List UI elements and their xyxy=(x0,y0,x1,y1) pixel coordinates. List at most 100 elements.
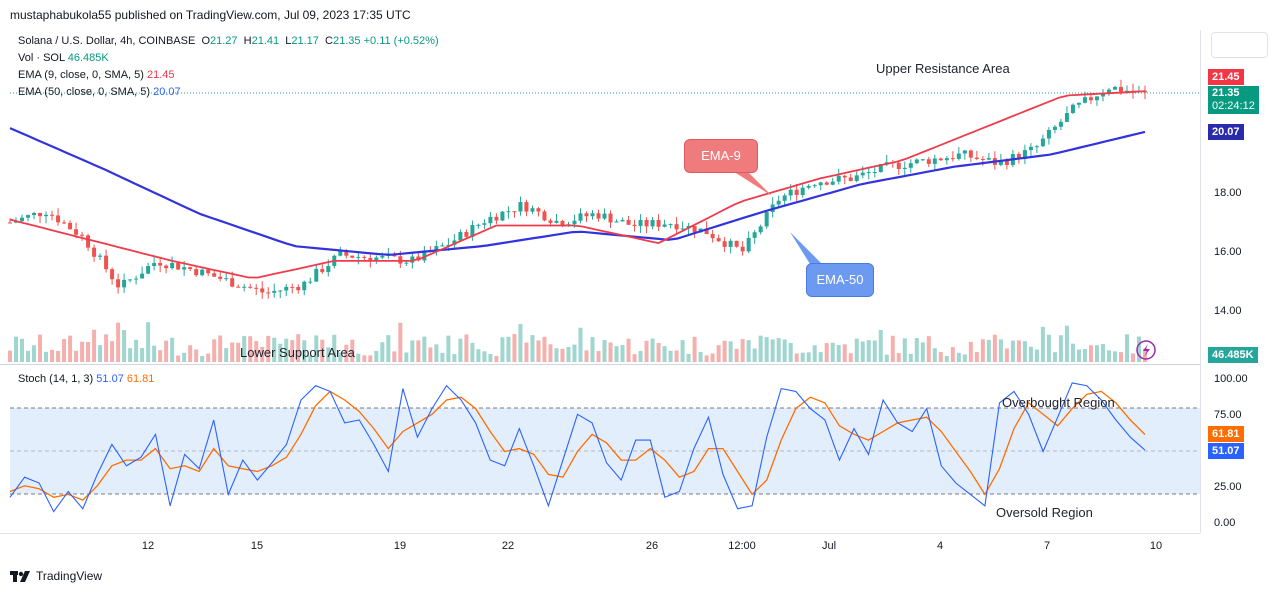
candle-body xyxy=(746,237,751,252)
volume-legend[interactable]: Vol · SOL 46.485K xyxy=(18,51,109,65)
candle-body xyxy=(470,225,475,237)
volume-bar xyxy=(32,345,37,362)
candle-body xyxy=(26,215,31,218)
volume-bar xyxy=(698,351,703,362)
volume-bar xyxy=(926,336,931,362)
volume-bar xyxy=(614,346,619,362)
candle-body xyxy=(530,208,535,212)
candle-body xyxy=(116,279,121,288)
volume-bar xyxy=(566,346,571,362)
candle-body xyxy=(212,273,217,277)
volume-bar xyxy=(512,334,517,362)
candle-body xyxy=(710,234,715,239)
volume-bar xyxy=(686,353,691,362)
candle-body xyxy=(524,202,529,212)
candle-body xyxy=(1064,113,1069,122)
volume-bar xyxy=(854,338,859,362)
candle-body xyxy=(254,287,259,289)
overbought-label: Overbought Region xyxy=(1002,395,1115,410)
x-tick: 4 xyxy=(936,540,944,552)
volume-bar xyxy=(200,355,205,362)
volume-bar xyxy=(356,353,361,362)
ema9-callout[interactable]: EMA-9 xyxy=(684,139,758,173)
volume-bar xyxy=(434,344,439,362)
candle-body xyxy=(206,269,211,274)
volume-bar xyxy=(572,344,577,362)
volume-bar xyxy=(680,340,685,362)
volume-bar xyxy=(296,334,301,362)
volume-bar xyxy=(176,355,181,362)
volume-bar xyxy=(236,342,241,362)
volume-bar xyxy=(494,355,499,362)
volume-bar xyxy=(524,342,529,362)
ema50-callout[interactable]: EMA-50 xyxy=(806,263,874,297)
volume-bar xyxy=(974,351,979,362)
volume-bar xyxy=(38,334,43,362)
volume-bar xyxy=(1064,325,1069,362)
candle-body xyxy=(488,216,493,224)
candle-body xyxy=(98,255,103,257)
stoch-d-line xyxy=(9,390,1146,501)
volume-bar xyxy=(650,338,655,362)
candle-body xyxy=(776,200,781,205)
stoch-k-badge: 51.07 xyxy=(1208,443,1244,459)
candle-body xyxy=(1058,121,1063,127)
symbol-search-box[interactable] xyxy=(1211,32,1268,58)
volume-bar xyxy=(890,335,895,362)
lightning-icon[interactable] xyxy=(1136,340,1156,360)
volume-bar xyxy=(398,322,403,362)
symbol-legend[interactable]: Solana / U.S. Dollar, 4h, COINBASE O21.2… xyxy=(18,34,439,48)
stoch-k-value: 51.07 xyxy=(96,373,124,385)
candle-body xyxy=(656,220,661,227)
volume-bar xyxy=(260,346,265,362)
ema50-legend[interactable]: EMA (50, close, 0, SMA, 5) 20.07 xyxy=(18,85,181,99)
x-tick: 15 xyxy=(250,540,264,552)
upper-resistance-label: Upper Resistance Area xyxy=(876,61,1010,76)
candle-body xyxy=(500,211,505,221)
candle-body xyxy=(8,222,12,224)
volume-bar xyxy=(620,345,625,362)
volume-bar xyxy=(602,339,607,362)
volume-bar xyxy=(626,338,631,362)
candle-body xyxy=(74,229,79,235)
volume-bar xyxy=(1106,350,1111,362)
volume-bar xyxy=(980,339,985,362)
candle-body xyxy=(902,167,907,169)
ema9-legend[interactable]: EMA (9, close, 0, SMA, 5) 21.45 xyxy=(18,68,175,82)
volume-bar xyxy=(218,335,223,362)
candle-body xyxy=(944,158,949,161)
candle-body xyxy=(344,250,349,256)
volume-bar xyxy=(1022,341,1027,362)
candle-body xyxy=(32,212,37,216)
volume-bar xyxy=(878,329,883,362)
volume-bar xyxy=(920,342,925,362)
candle-body xyxy=(50,214,55,216)
candle-body xyxy=(152,262,157,267)
candle-body xyxy=(542,211,547,221)
volume-bar xyxy=(140,348,145,362)
candle-body xyxy=(722,241,727,247)
x-tick: 22 xyxy=(501,540,515,552)
candle-body xyxy=(434,246,439,252)
candle-body xyxy=(872,172,877,174)
candle-body xyxy=(740,246,745,252)
candle-body xyxy=(194,269,199,276)
candle-body xyxy=(368,257,373,262)
volume-bar xyxy=(896,353,901,362)
ema9-label: EMA (9, close, 0, SMA, 5) xyxy=(18,69,144,81)
volume-bar xyxy=(548,344,553,362)
stoch-legend[interactable]: Stoch (14, 1, 3) 51.07 61.81 xyxy=(18,372,154,386)
tradingview-logo-icon xyxy=(10,571,30,582)
tradingview-brand[interactable]: TradingView xyxy=(10,569,102,583)
candle-body xyxy=(1034,146,1039,148)
candle-body xyxy=(866,172,871,174)
candle-body xyxy=(248,286,253,288)
candle-body xyxy=(674,224,679,230)
ohlc-open: O21.27 xyxy=(201,35,238,47)
volume-bar xyxy=(830,342,835,362)
candle-body xyxy=(236,286,241,288)
candle-body xyxy=(92,247,97,257)
candle-body xyxy=(602,213,607,219)
volume-bar xyxy=(530,335,535,362)
